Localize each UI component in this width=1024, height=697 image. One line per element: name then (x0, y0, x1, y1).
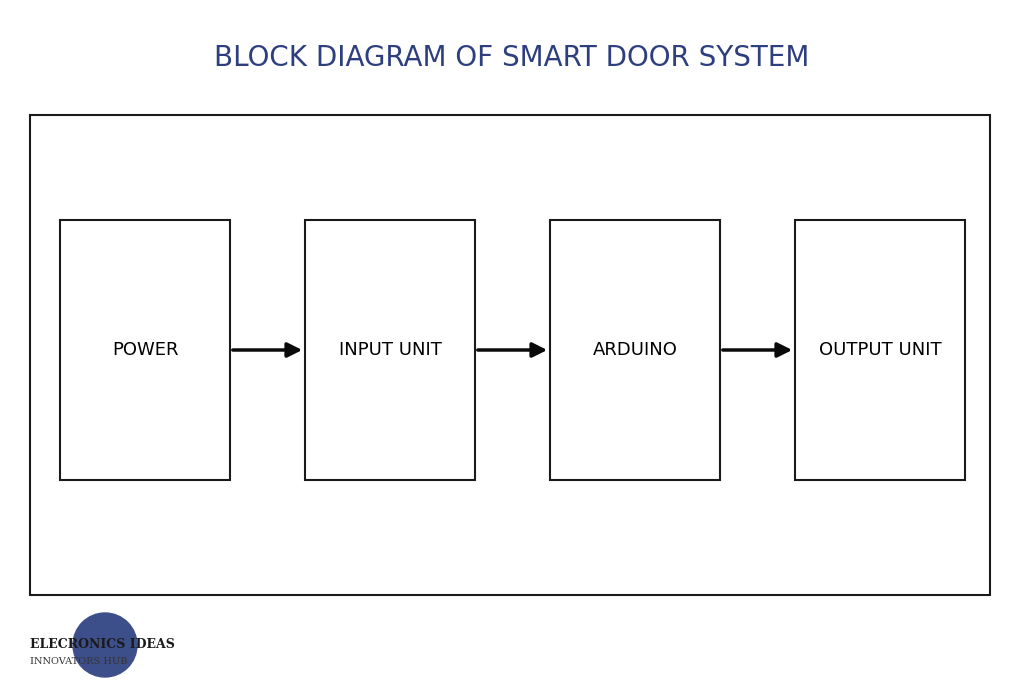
Text: ELECRONICS IDEAS: ELECRONICS IDEAS (30, 638, 175, 652)
Text: INNOVATORS HUB: INNOVATORS HUB (30, 657, 128, 666)
Text: OUTPUT UNIT: OUTPUT UNIT (818, 341, 941, 359)
Text: BLOCK DIAGRAM OF SMART DOOR SYSTEM: BLOCK DIAGRAM OF SMART DOOR SYSTEM (214, 44, 810, 72)
Text: INPUT UNIT: INPUT UNIT (339, 341, 441, 359)
Text: ARDUINO: ARDUINO (593, 341, 678, 359)
Circle shape (73, 613, 137, 677)
Bar (305, 220, 475, 480)
Bar (30, 115, 990, 595)
Bar (550, 220, 720, 480)
Text: POWER: POWER (112, 341, 178, 359)
Bar (795, 220, 965, 480)
Bar (60, 220, 230, 480)
